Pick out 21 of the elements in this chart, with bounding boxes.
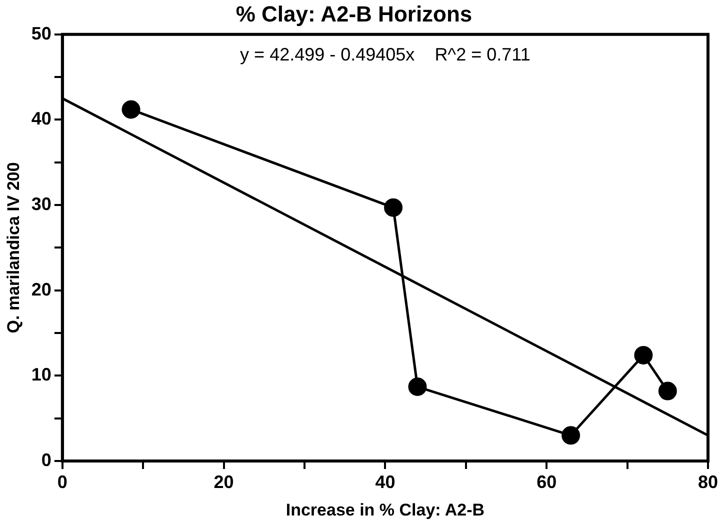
point <box>384 198 403 217</box>
annotation: y = 42.499 - 0.49405x R^2 = 0.711 <box>240 44 530 64</box>
x-tick-label: 60 <box>536 472 557 492</box>
y-tick-label: 0 <box>41 450 52 470</box>
y-tick-label: 30 <box>31 194 52 214</box>
y-axis-title: Q. marilandica IV 200 <box>4 162 23 334</box>
y-tick-label: 10 <box>31 364 52 385</box>
y-tick-label: 20 <box>31 279 52 300</box>
x-tick-label: 40 <box>375 472 396 492</box>
y-tick-label: 50 <box>31 23 52 44</box>
chart-title: % Clay: A2-B Horizons <box>236 1 472 26</box>
x-tick-label: 80 <box>698 472 718 492</box>
point <box>658 382 677 400</box>
point <box>408 378 427 396</box>
x-tick-label: 20 <box>214 472 234 492</box>
x-tick-label: 0 <box>57 472 68 492</box>
point <box>122 100 140 119</box>
point <box>562 426 580 445</box>
point <box>634 346 653 364</box>
x-axis-title: Increase in % Clay: A2-B <box>286 500 485 520</box>
y-tick-label: 40 <box>31 108 52 129</box>
